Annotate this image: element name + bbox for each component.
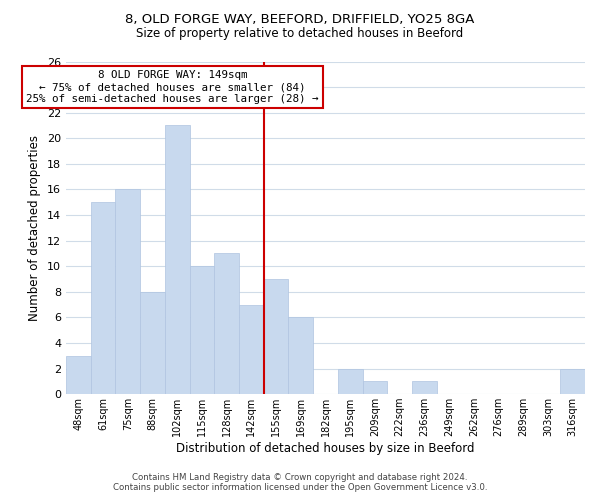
Bar bbox=[165, 126, 190, 394]
Bar bbox=[362, 382, 387, 394]
Bar bbox=[289, 318, 313, 394]
Bar bbox=[560, 368, 585, 394]
Bar bbox=[115, 190, 140, 394]
Bar bbox=[66, 356, 91, 394]
Text: Contains HM Land Registry data © Crown copyright and database right 2024.
Contai: Contains HM Land Registry data © Crown c… bbox=[113, 473, 487, 492]
Bar bbox=[264, 279, 289, 394]
Bar bbox=[338, 368, 362, 394]
Bar bbox=[239, 304, 264, 394]
Text: Size of property relative to detached houses in Beeford: Size of property relative to detached ho… bbox=[136, 28, 464, 40]
Text: 8, OLD FORGE WAY, BEEFORD, DRIFFIELD, YO25 8GA: 8, OLD FORGE WAY, BEEFORD, DRIFFIELD, YO… bbox=[125, 12, 475, 26]
Text: 8 OLD FORGE WAY: 149sqm
← 75% of detached houses are smaller (84)
25% of semi-de: 8 OLD FORGE WAY: 149sqm ← 75% of detache… bbox=[26, 70, 319, 104]
Bar bbox=[140, 292, 165, 394]
Bar bbox=[91, 202, 115, 394]
Bar bbox=[214, 254, 239, 394]
Bar bbox=[412, 382, 437, 394]
X-axis label: Distribution of detached houses by size in Beeford: Distribution of detached houses by size … bbox=[176, 442, 475, 455]
Bar bbox=[190, 266, 214, 394]
Y-axis label: Number of detached properties: Number of detached properties bbox=[28, 135, 41, 321]
